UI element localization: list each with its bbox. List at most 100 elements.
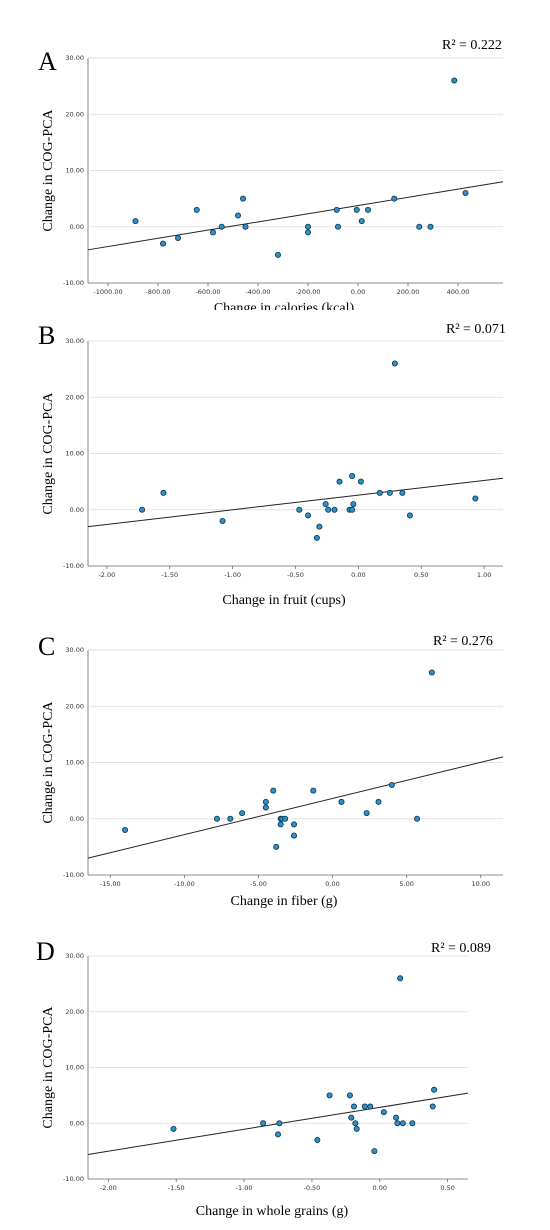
data-point xyxy=(239,195,246,202)
x-tick-label: -1.50 xyxy=(168,1184,185,1192)
y-tick-label: 20.00 xyxy=(65,702,84,710)
data-point xyxy=(304,229,311,236)
data-point xyxy=(160,489,167,496)
y-tick-label: 0.00 xyxy=(70,815,84,823)
data-point xyxy=(414,815,421,822)
data-point xyxy=(262,798,269,805)
x-tick-label: -0.50 xyxy=(287,571,304,579)
data-point xyxy=(391,360,398,367)
panel-letter: D xyxy=(36,937,55,966)
x-tick-label: -1000.00 xyxy=(93,288,122,296)
data-point xyxy=(276,1120,283,1127)
x-tick-label: -2.00 xyxy=(98,571,115,579)
chart-panel-c: -10.00 0.00 10.00 20.00 30.00 -15.00 -10.00 -5.… xyxy=(0,615,550,915)
data-point xyxy=(406,512,413,519)
fit-line xyxy=(87,181,504,251)
y-axis-label: Change in COG-PCA xyxy=(41,109,56,232)
data-point xyxy=(291,821,298,828)
y-axis-label: Change in COG-PCA xyxy=(41,701,56,824)
data-point xyxy=(213,815,220,822)
data-point xyxy=(242,223,249,230)
x-tick-label: 10.00 xyxy=(471,880,490,888)
data-point xyxy=(376,489,383,496)
y-tick-label: 30.00 xyxy=(65,54,84,62)
chart-a-svg: -10.00 0.00 10.00 20.00 30.00 -1000.00 -800.00… xyxy=(38,38,504,310)
x-tick-label: 200.00 xyxy=(397,288,420,296)
data-point xyxy=(316,523,323,530)
data-point xyxy=(170,1125,177,1132)
data-point xyxy=(393,1114,400,1121)
y-tick-label: 20.00 xyxy=(65,1008,84,1016)
r-squared-label: R² = 0.276 xyxy=(433,634,493,649)
data-point xyxy=(273,843,280,850)
data-point xyxy=(234,212,241,219)
data-point xyxy=(361,1103,368,1110)
x-tick-label: 0.00 xyxy=(325,880,339,888)
y-tick-label: 10.00 xyxy=(65,1064,84,1072)
x-axis-label: Change in calories (kcal) xyxy=(214,301,355,310)
y-tick-label: -10.00 xyxy=(63,871,84,879)
y-tick-label: 30.00 xyxy=(65,646,84,654)
data-point xyxy=(260,1120,267,1127)
r-squared-label: R² = 0.089 xyxy=(431,941,491,956)
x-tick-label: -10.00 xyxy=(174,880,195,888)
data-point xyxy=(363,810,370,817)
data-point xyxy=(139,506,146,513)
fit-line xyxy=(87,477,504,528)
data-point xyxy=(349,506,356,513)
chart-c-svg: -10.00 0.00 10.00 20.00 30.00 -15.00 -10.00 -5.… xyxy=(38,632,504,909)
data-point xyxy=(282,815,289,822)
data-point xyxy=(274,1131,281,1138)
data-point xyxy=(394,1120,401,1127)
data-point xyxy=(336,478,343,485)
chart-panel-b: -10.00 0.00 10.00 20.00 30.00 -2.00 -1.50 -1.00… xyxy=(0,310,550,615)
data-point xyxy=(346,1092,353,1099)
data-point xyxy=(277,821,284,828)
data-point xyxy=(305,512,312,519)
data-point xyxy=(399,489,406,496)
x-tick-label: -2.00 xyxy=(100,1184,117,1192)
x-tick-label: -600.00 xyxy=(195,288,220,296)
data-point xyxy=(313,534,320,541)
data-point xyxy=(349,472,356,479)
x-tick-label: -0.50 xyxy=(304,1184,321,1192)
x-tick-label: -1.50 xyxy=(161,571,178,579)
data-point xyxy=(364,206,371,213)
x-tick-label: 0.00 xyxy=(351,288,365,296)
fit-line xyxy=(87,756,504,859)
x-tick-label: 0.00 xyxy=(351,571,365,579)
y-tick-label: 0.00 xyxy=(70,1119,84,1127)
x-tick-label: -200.00 xyxy=(295,288,320,296)
data-point xyxy=(409,1120,416,1127)
y-axis-label: Change in COG-PCA xyxy=(41,1006,56,1129)
data-point xyxy=(353,1125,360,1132)
r-squared-label: R² = 0.222 xyxy=(442,38,502,53)
data-point xyxy=(348,1114,355,1121)
data-point xyxy=(239,810,246,817)
x-tick-label: 1.00 xyxy=(477,571,491,579)
data-point xyxy=(274,251,281,258)
y-tick-label: -10.00 xyxy=(63,1175,84,1183)
chart-panel-d: -10.00 0.00 10.00 20.00 30.00 -2.00 -1.50 -1.00… xyxy=(0,915,550,1230)
x-tick-label: -800.00 xyxy=(145,288,170,296)
data-point xyxy=(391,195,398,202)
x-tick-label: 0.00 xyxy=(373,1184,387,1192)
panel-letter: A xyxy=(38,47,57,76)
x-tick-label: -1.00 xyxy=(224,571,241,579)
panel-letter: C xyxy=(38,632,55,661)
data-point xyxy=(209,229,216,236)
y-tick-label: 20.00 xyxy=(65,393,84,401)
data-point xyxy=(462,189,469,196)
panel-letter: B xyxy=(38,321,55,350)
x-tick-label: -5.00 xyxy=(250,880,267,888)
data-point xyxy=(322,501,329,508)
data-point xyxy=(352,1120,359,1127)
data-point xyxy=(310,787,317,794)
x-tick-label: 400.00 xyxy=(447,288,470,296)
data-point xyxy=(416,223,423,230)
x-axis-label: Change in whole grains (g) xyxy=(196,1204,349,1219)
x-tick-label: -15.00 xyxy=(100,880,121,888)
x-tick-label: -400.00 xyxy=(245,288,270,296)
x-tick-label: 0.50 xyxy=(440,1184,454,1192)
y-tick-label: 10.00 xyxy=(65,167,84,175)
